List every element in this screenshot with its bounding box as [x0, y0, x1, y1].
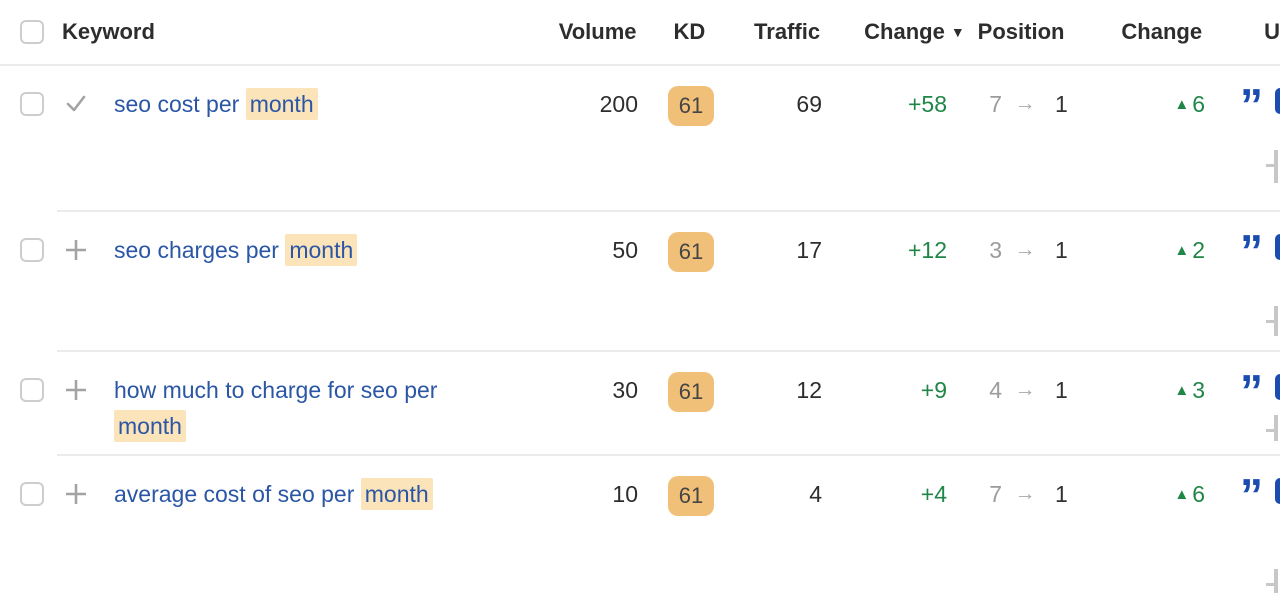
position-change-value: ▲ 6	[1174, 481, 1205, 507]
kd-badge: 61	[668, 372, 714, 412]
row-divider	[57, 210, 1280, 212]
up-triangle-icon: ▲	[1174, 96, 1190, 113]
position-to: 1	[1055, 377, 1068, 403]
serp-features: ”	[1240, 79, 1280, 131]
position-from: 7	[989, 481, 1002, 507]
traffic-change-value: +12	[907, 237, 947, 263]
keyword-highlight: month	[285, 234, 358, 266]
quote-serp-icon[interactable]: ”	[1240, 365, 1263, 417]
volume-value: 200	[599, 91, 638, 117]
position-change-value: ▲ 6	[1174, 91, 1205, 117]
row-checkbox-cell	[20, 476, 44, 506]
traffic-value: 69	[796, 91, 822, 117]
kd-cell: 61	[638, 232, 744, 272]
quote-serp-icon[interactable]: ”	[1240, 225, 1263, 277]
position-to: 1	[1055, 91, 1068, 117]
traffic-change-value: +9	[920, 377, 947, 403]
column-keyword[interactable]: Keyword	[62, 19, 155, 44]
position-arrow-icon: →	[1014, 378, 1036, 401]
traffic-value: 12	[796, 377, 822, 403]
clipped-edge-fragment	[1266, 150, 1278, 183]
position-arrow-icon: →	[1014, 482, 1036, 505]
keyword-highlight: month	[245, 88, 318, 120]
add-keyword-button[interactable]	[64, 372, 92, 402]
kd-cell: 61	[638, 476, 744, 516]
clipped-serp-icon[interactable]	[1275, 374, 1280, 400]
row-checkbox[interactable]	[20, 378, 44, 402]
traffic-change-value: +4	[920, 481, 947, 507]
position-arrow-icon: →	[1014, 238, 1036, 261]
position-cell: 7 → 1	[947, 86, 1080, 122]
column-traffic[interactable]: Traffic	[754, 19, 821, 44]
row-checkbox-cell	[20, 372, 44, 402]
row-checkbox[interactable]	[20, 238, 44, 262]
serp-features: ”	[1240, 225, 1280, 277]
row-checkbox-cell	[20, 232, 44, 262]
row-checkbox-cell	[20, 86, 44, 116]
position-from: 4	[989, 377, 1002, 403]
position-from: 3	[989, 237, 1002, 263]
volume-value: 30	[612, 377, 638, 403]
position-change-value: ▲ 3	[1174, 377, 1205, 403]
column-position-change[interactable]: Change	[1121, 19, 1203, 44]
position-cell: 3 → 1	[947, 232, 1080, 268]
up-triangle-icon: ▲	[1174, 486, 1190, 503]
traffic-change-value: +58	[907, 91, 947, 117]
add-keyword-button[interactable]	[64, 476, 92, 506]
table-row: how much to charge for seo per month 30 …	[0, 352, 1280, 456]
keyword-link[interactable]: average cost of seo per month	[114, 476, 504, 512]
position-arrow-icon: →	[1014, 92, 1036, 115]
row-checkbox[interactable]	[20, 482, 44, 506]
table-row: seo charges per month 50 61 17 +12 3 → 1…	[0, 212, 1280, 352]
clipped-serp-icon[interactable]	[1275, 234, 1280, 260]
volume-value: 50	[612, 237, 638, 263]
position-to: 1	[1055, 481, 1068, 507]
volume-value: 10	[612, 481, 638, 507]
kd-cell: 61	[638, 86, 744, 126]
table-header: Keyword Volume KD Traffic Change ▼ Positi…	[0, 0, 1280, 66]
traffic-value: 17	[796, 237, 822, 263]
position-to: 1	[1055, 237, 1068, 263]
position-cell: 7 → 1	[947, 476, 1080, 512]
column-traffic-change[interactable]: Change ▼	[864, 19, 965, 44]
kd-badge: 61	[668, 86, 714, 126]
table-row: seo cost per month 200 61 69 +58 7 → 1 ▲…	[0, 66, 1280, 212]
keyword-link[interactable]: seo charges per month	[114, 232, 504, 268]
clipped-edge-fragment	[1266, 569, 1278, 593]
keyword-highlight: month	[360, 478, 433, 510]
kd-cell: 61	[638, 372, 744, 412]
clipped-edge-fragment	[1266, 415, 1278, 441]
kd-badge: 61	[668, 476, 714, 516]
clipped-edge-fragment	[1266, 306, 1278, 336]
quote-serp-icon[interactable]: ”	[1240, 469, 1263, 521]
column-volume[interactable]: Volume	[558, 19, 637, 44]
add-keyword-button[interactable]	[64, 232, 92, 262]
clipped-serp-icon[interactable]	[1275, 88, 1280, 114]
clipped-serp-icon[interactable]	[1275, 478, 1280, 504]
keyword-highlight: month	[114, 410, 186, 442]
position-change-value: ▲ 2	[1174, 237, 1205, 263]
column-kd[interactable]: KD	[673, 19, 706, 44]
serp-features: ”	[1240, 469, 1280, 521]
select-all-checkbox[interactable]	[20, 20, 44, 44]
added-check-icon[interactable]	[64, 86, 92, 116]
position-from: 7	[989, 91, 1002, 117]
row-divider	[57, 350, 1280, 352]
up-triangle-icon: ▲	[1174, 242, 1190, 259]
row-checkbox[interactable]	[20, 92, 44, 116]
position-cell: 4 → 1	[947, 372, 1080, 408]
column-position[interactable]: Position	[977, 19, 1065, 44]
column-updated-partial[interactable]: U	[1264, 19, 1280, 44]
traffic-value: 4	[809, 481, 822, 507]
keyword-link[interactable]: how much to charge for seo per month	[114, 372, 504, 444]
sort-desc-icon: ▼	[950, 24, 965, 40]
serp-features: ”	[1240, 365, 1280, 417]
keyword-link[interactable]: seo cost per month	[114, 86, 504, 122]
up-triangle-icon: ▲	[1174, 382, 1190, 399]
row-divider	[57, 454, 1280, 456]
table-row: average cost of seo per month 10 61 4 +4…	[0, 456, 1280, 593]
kd-badge: 61	[668, 232, 714, 272]
quote-serp-icon[interactable]: ”	[1240, 79, 1263, 131]
